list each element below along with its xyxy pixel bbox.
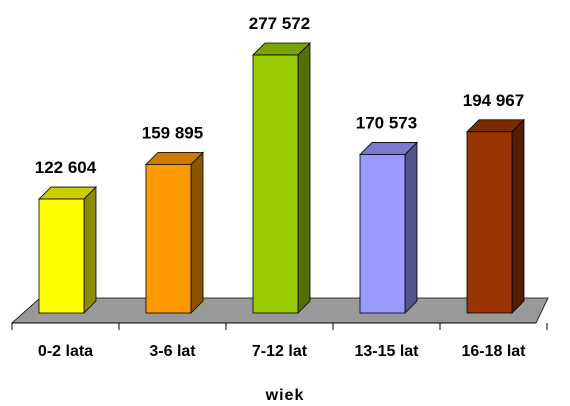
bar (38, 186, 97, 314)
category-label: 3-6 lat (149, 343, 196, 360)
bar (359, 141, 418, 314)
value-label: 170 573 (356, 113, 417, 132)
bar-front (359, 154, 406, 314)
bar (466, 118, 525, 314)
bar-front (145, 163, 192, 314)
value-label: 194 967 (463, 91, 524, 110)
category-label: 16-18 lat (461, 343, 526, 360)
value-labels: 122 604 159 895 277 572 170 573 194 967 (35, 14, 524, 177)
category-label: 0-2 lata (38, 343, 93, 360)
bar-side (404, 141, 418, 314)
bar-side (297, 42, 311, 314)
bar-front (466, 131, 513, 314)
bars (38, 42, 525, 314)
x-axis: 0-2 lata 3-6 lat 7-12 lat 13-15 lat 16-18 la… (11, 322, 548, 360)
bar-front (252, 54, 299, 314)
value-label: 159 895 (142, 123, 203, 142)
category-label: 13-15 lat (354, 343, 419, 360)
x-axis-title: wiek (265, 387, 305, 404)
category-label: 7-12 lat (252, 343, 308, 360)
bar-front (38, 198, 85, 314)
bar-side (190, 151, 204, 314)
bar (145, 151, 204, 314)
value-label: 122 604 (35, 158, 97, 177)
bar (252, 42, 311, 314)
bar-side (511, 118, 525, 314)
bar-side (83, 186, 97, 314)
value-label: 277 572 (249, 14, 310, 33)
